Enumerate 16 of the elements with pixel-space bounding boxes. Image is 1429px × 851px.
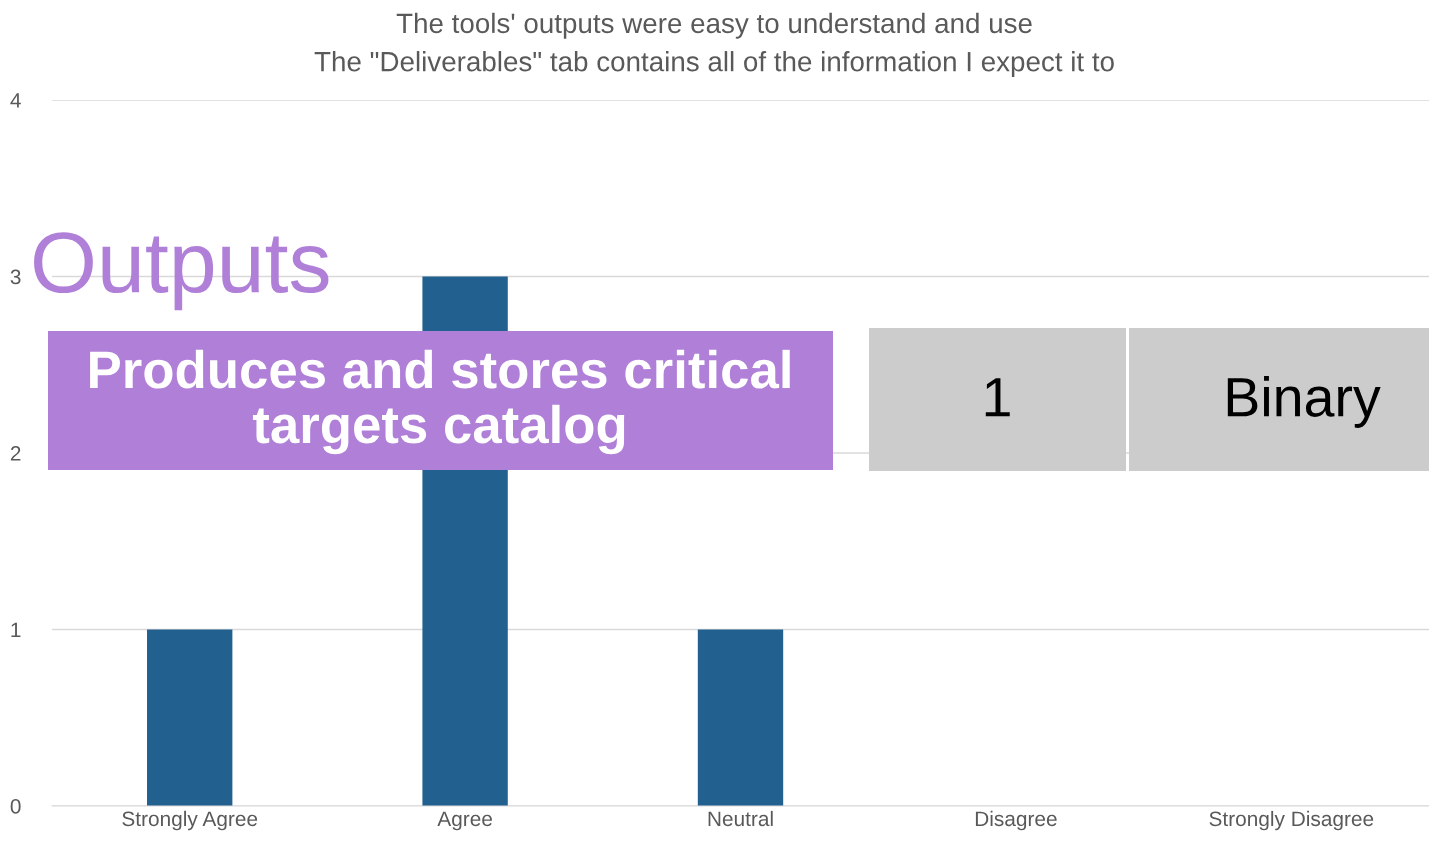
x-tick-label: Strongly Agree	[122, 810, 258, 831]
x-tick-label: Neutral	[708, 810, 773, 827]
annotation: 1	[985, 378, 1010, 417]
chart-subtitle: The "Deliverables" tab contains all of the information I expect it to	[314, 51, 1114, 77]
y-tick-label: 1	[11, 622, 21, 638]
chart-title: The tools' outputs were easy to understand and use	[396, 12, 1032, 39]
y-tick-label: 2	[10, 446, 21, 461]
annotation: Binary	[1227, 376, 1381, 428]
annotation: Outputs	[34, 232, 329, 311]
x-tick-label: Strongly Disagree	[1209, 810, 1374, 831]
x-tick-label: Agree	[437, 811, 492, 831]
y-tick-label: 0	[10, 799, 21, 814]
y-tick-label: 4	[10, 93, 21, 108]
x-tick-label: Disagree	[975, 810, 1057, 831]
y-tick-label: 3	[10, 269, 21, 285]
annotation: Produces and stores critical targets catalog	[90, 349, 790, 455]
